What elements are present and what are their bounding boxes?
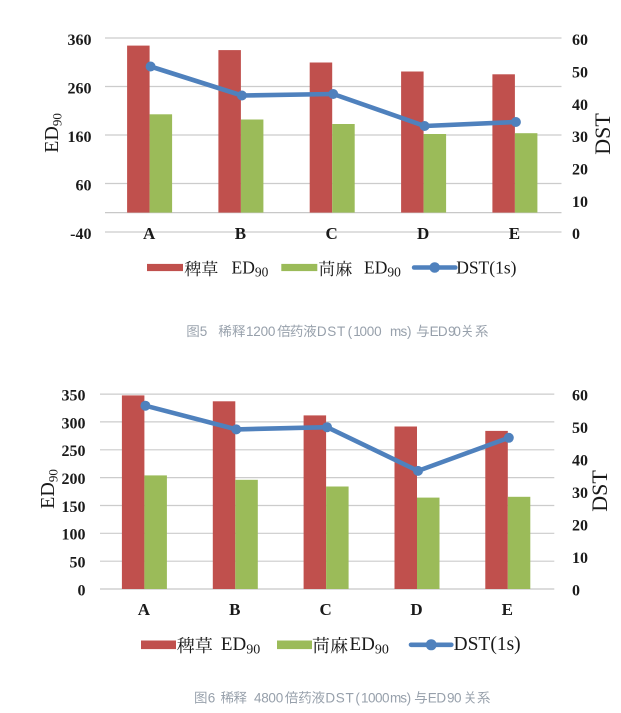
svg-text:260: 260 xyxy=(68,81,92,98)
svg-text:250: 250 xyxy=(62,443,86,460)
svg-text:5: 5 xyxy=(200,324,208,339)
svg-text:DST(1000: DST(1000 xyxy=(317,324,382,339)
svg-text:20: 20 xyxy=(572,517,588,534)
svg-text:30: 30 xyxy=(572,485,588,502)
svg-text:60: 60 xyxy=(572,388,588,405)
svg-text:C: C xyxy=(326,224,338,243)
svg-text:50: 50 xyxy=(70,555,86,572)
svg-text:200: 200 xyxy=(62,471,86,488)
svg-text:D: D xyxy=(417,224,429,243)
svg-text:A: A xyxy=(143,224,156,243)
svg-text:100: 100 xyxy=(62,527,86,544)
svg-text:20: 20 xyxy=(572,162,588,179)
svg-text:DST(1s): DST(1s) xyxy=(454,634,521,655)
svg-text:A: A xyxy=(138,600,151,619)
svg-text:150: 150 xyxy=(62,499,86,516)
svg-text:C: C xyxy=(319,600,331,619)
svg-text:B: B xyxy=(235,224,246,243)
svg-text:50: 50 xyxy=(572,65,588,82)
svg-text:DST: DST xyxy=(587,470,612,512)
svg-text:ED90: ED90 xyxy=(428,691,462,706)
svg-text:DST(1s): DST(1s) xyxy=(456,258,516,278)
svg-text:4800: 4800 xyxy=(254,691,283,706)
svg-text:ED90: ED90 xyxy=(430,324,461,339)
svg-text:10: 10 xyxy=(572,194,588,211)
svg-text:6: 6 xyxy=(208,691,216,706)
svg-text:DST: DST xyxy=(590,113,615,155)
svg-text:0: 0 xyxy=(78,582,86,599)
svg-text:E: E xyxy=(502,600,513,619)
svg-text:D: D xyxy=(410,600,422,619)
svg-text:ms): ms) xyxy=(390,324,412,339)
svg-text:350: 350 xyxy=(62,388,86,405)
svg-text:1200: 1200 xyxy=(246,324,275,339)
svg-text:E: E xyxy=(509,224,520,243)
svg-text:60: 60 xyxy=(76,178,92,195)
svg-text:DST(1000ms): DST(1000ms) xyxy=(325,691,411,706)
svg-text:40: 40 xyxy=(572,453,588,470)
svg-text:50: 50 xyxy=(572,420,588,437)
svg-text:300: 300 xyxy=(62,415,86,432)
svg-text:30: 30 xyxy=(572,129,588,146)
svg-text:360: 360 xyxy=(68,32,92,49)
svg-text:B: B xyxy=(229,600,240,619)
svg-text:160: 160 xyxy=(68,129,92,146)
svg-text:0: 0 xyxy=(572,226,580,243)
svg-text:-40: -40 xyxy=(70,226,91,243)
svg-text:40: 40 xyxy=(572,97,588,114)
svg-text:10: 10 xyxy=(572,550,588,567)
svg-text:60: 60 xyxy=(572,32,588,49)
svg-text:0: 0 xyxy=(572,582,580,599)
